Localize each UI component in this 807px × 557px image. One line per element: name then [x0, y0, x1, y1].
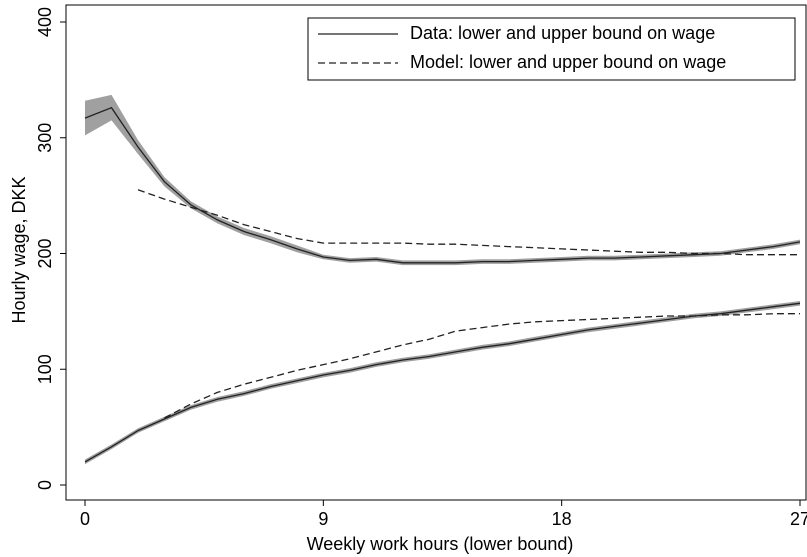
upper-bound-line — [84, 106, 801, 264]
y-tick-label: 400 — [35, 7, 55, 37]
confidence-band — [85, 301, 800, 465]
y-tick-label: 200 — [35, 238, 55, 268]
y-tick-label: 300 — [35, 123, 55, 153]
lower-bound-line — [84, 302, 801, 463]
confidence-band — [85, 94, 800, 266]
legend-label: Data: lower and upper bound on wage — [410, 23, 715, 43]
y-tick-label: 0 — [35, 480, 55, 490]
x-axis-label: Weekly work hours (lower bound) — [307, 534, 574, 554]
y-axis-label: Hourly wage, DKK — [9, 176, 29, 323]
x-tick-label: 18 — [552, 509, 572, 529]
x-tick-label: 27 — [790, 509, 807, 529]
y-tick-label: 100 — [35, 354, 55, 384]
legend-label: Model: lower and upper bound on wage — [410, 52, 726, 72]
x-tick-label: 9 — [318, 509, 328, 529]
upper-bound-line — [137, 189, 800, 256]
legend-box — [307, 17, 796, 81]
x-tick-label: 0 — [80, 509, 90, 529]
lower-bound-line — [164, 313, 800, 419]
